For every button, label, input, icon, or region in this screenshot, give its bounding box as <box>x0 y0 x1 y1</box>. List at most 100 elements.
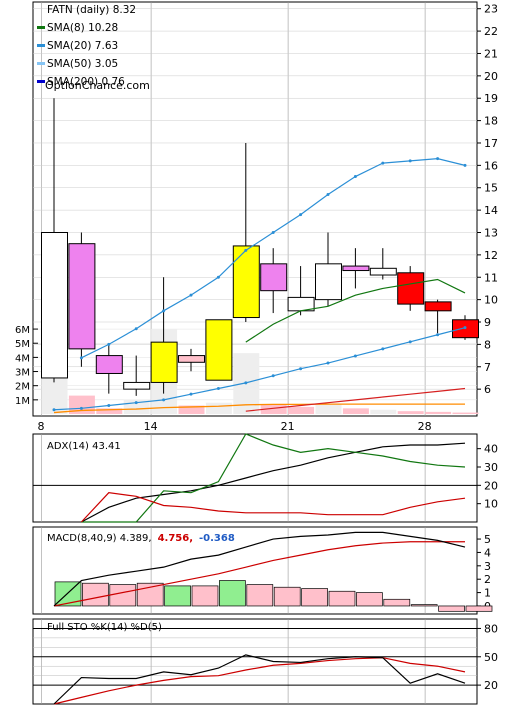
adx-tick-label: 20 <box>484 479 498 492</box>
volume-tick-label: 6M <box>15 325 30 336</box>
x-tick-label: 21 <box>281 420 295 433</box>
macd-signal-line <box>53 541 465 607</box>
sma20-legend-label: SMA(20) 7.63 <box>47 40 118 52</box>
macd-legend: MACD(8,40,9) 4.389, 4.756, -0.368 <box>47 533 235 544</box>
candle-body <box>315 263 342 301</box>
sma200-line <box>245 387 466 412</box>
sma50-line-point <box>189 392 193 396</box>
candle-body <box>232 245 260 319</box>
macd-histogram-bar <box>191 585 219 607</box>
price-tick-label: 6 <box>484 383 491 396</box>
sma50-line-point <box>299 367 303 371</box>
adx-line <box>81 442 466 523</box>
candle-body <box>68 243 96 350</box>
candle-body <box>123 381 151 390</box>
price-tick-label: 13 <box>484 226 498 239</box>
sma8-line <box>245 278 466 343</box>
macd-signal-value: 4.756, <box>158 533 193 544</box>
macd-line <box>53 531 466 607</box>
sma20-line-point <box>189 293 193 297</box>
sma50-line-point <box>271 374 275 378</box>
price-tick-label: 15 <box>484 182 498 195</box>
price-tick-label: 9 <box>484 316 491 329</box>
price-tick-label: 11 <box>484 271 498 284</box>
candle-body <box>205 319 233 381</box>
sma20-line-point <box>436 157 440 161</box>
volume-bar <box>452 412 479 414</box>
sma20-line-point <box>271 230 275 234</box>
sma50-line-point <box>216 387 220 391</box>
sma20-legend-swatch <box>37 44 45 47</box>
sma20-line-point <box>381 161 385 165</box>
sma20-line-point <box>244 248 248 252</box>
sma20-line-point <box>79 356 83 360</box>
adx-panel-frame <box>32 433 478 523</box>
sma20-line-point <box>162 309 166 313</box>
stochastic-tick-label: 50 <box>484 651 498 664</box>
price-tick-label: 20 <box>484 70 498 83</box>
price-tick-label: 19 <box>484 92 498 105</box>
candle-body <box>369 267 397 276</box>
price-tick-label: 18 <box>484 115 498 128</box>
macd-tick-label: 2 <box>484 573 491 586</box>
adx-legend: ADX(14) 43.41 <box>47 441 121 452</box>
minus-di-line <box>80 492 466 523</box>
price-tick-label: 14 <box>484 204 498 217</box>
macd-tick-label: 5 <box>484 533 491 546</box>
volume-bar <box>288 406 315 414</box>
sma20-line-point <box>107 342 111 346</box>
macd-histogram-bar <box>383 598 411 607</box>
sma20-line-point <box>216 275 220 279</box>
price-legend: FATN (daily) 8.32 SMA(8) 10.28 SMA(20) 7.6… <box>37 4 136 88</box>
volume-tick-label: 5M <box>15 339 30 350</box>
stochastic-k-line <box>53 654 466 705</box>
sma50-line-point <box>436 333 440 337</box>
macd-histogram-bar <box>465 605 493 612</box>
plus-di-line <box>81 433 466 523</box>
candle-body <box>260 263 288 292</box>
candle-body <box>397 272 425 305</box>
candle-body <box>150 341 178 383</box>
price-tick-label: 10 <box>484 294 498 307</box>
macd-histogram-bar <box>438 605 465 612</box>
sma20-line-point <box>463 163 467 167</box>
stochastic-tick-label: 80 <box>484 622 498 635</box>
macd-panel: 012345 MACD(8,40,9) 4.389, 4.756, -0.368 <box>32 526 493 615</box>
price-tick-label: 17 <box>484 137 498 150</box>
macd-histogram-bar <box>109 584 137 607</box>
sma20-line-point <box>408 159 412 163</box>
volume-tick-label: 4M <box>15 353 30 364</box>
sma50-line-point <box>408 340 412 344</box>
macd-legend-label: MACD(8,40,9) 4.389, <box>47 533 152 544</box>
macd-tick-label: 3 <box>484 560 491 573</box>
x-tick-label: 8 <box>38 420 45 433</box>
macd-histogram-bar <box>301 588 328 607</box>
macd-histogram-bar <box>328 590 356 607</box>
stochastic-tick-label: 20 <box>484 679 498 692</box>
volume-tick-label: 3M <box>15 368 30 379</box>
price-panel-frame <box>32 1 478 417</box>
sma50-line-point <box>326 361 330 365</box>
title-legend-label: FATN (daily) 8.32 <box>47 4 136 16</box>
stochastic-d-line <box>53 657 466 705</box>
macd-histogram-bar <box>246 584 274 607</box>
candle-body <box>178 355 205 363</box>
volume-bar <box>370 409 397 414</box>
volume-bar <box>205 402 232 414</box>
price-tick-label: 7 <box>484 361 491 374</box>
adx-tick-label: 30 <box>484 461 498 474</box>
macd-tick-label: 4 <box>484 546 491 559</box>
adx-panel: 10 20 30 40 ADX(14) 43.41 <box>32 433 498 523</box>
volume-tick-label: 1M <box>15 396 30 407</box>
stochastic-panel-frame <box>32 618 478 705</box>
x-axis-labels: 8 14 21 28 <box>38 420 432 433</box>
macd-panel-frame <box>32 526 478 615</box>
sma50-line-point <box>244 381 248 385</box>
x-tick-label: 14 <box>144 420 158 433</box>
sma8-legend-label: SMA(8) 10.28 <box>47 22 118 34</box>
sma50-line-point <box>79 406 83 410</box>
sma50-line-point <box>134 401 138 405</box>
watermark: OptionChance.com <box>45 79 150 92</box>
sma20-line-point <box>353 175 357 179</box>
